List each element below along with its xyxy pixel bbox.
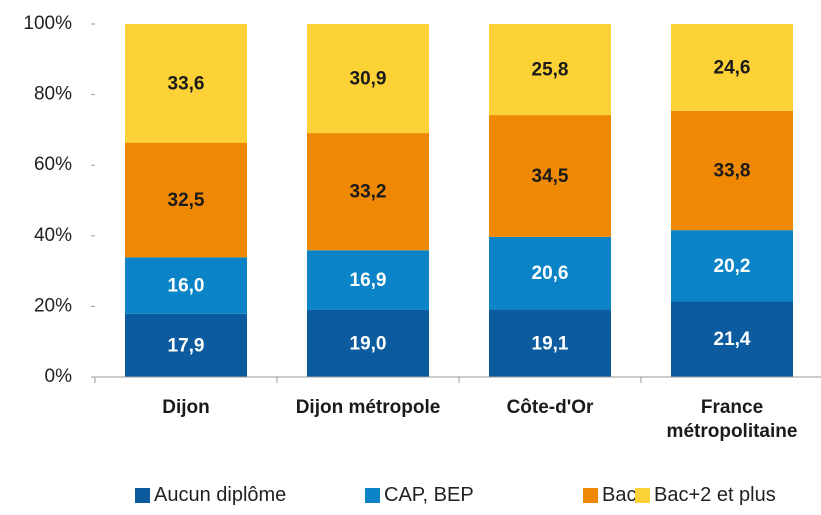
legend-item: Bac (583, 484, 636, 507)
value-label: 32,5 (168, 190, 205, 211)
legend-swatch (135, 488, 150, 503)
legend-swatch (365, 488, 380, 503)
bar-segment (125, 24, 247, 143)
value-label: 20,6 (532, 263, 569, 284)
legend-item: CAP, BEP (365, 484, 474, 507)
x-tick-label: France métropolitaine (666, 397, 798, 442)
value-label: 30,9 (350, 69, 387, 90)
value-label: 24,6 (714, 57, 751, 78)
value-label: 21,4 (714, 329, 751, 350)
legend-swatch (583, 488, 598, 503)
value-label: 19,1 (532, 333, 569, 354)
value-label: 19,0 (350, 333, 387, 354)
bar-segment (671, 110, 793, 231)
bar-segment (671, 230, 793, 302)
x-tick-label: Dijon (162, 397, 210, 418)
bar-segment (671, 24, 793, 111)
bar-segment (489, 309, 611, 377)
bar-segment (307, 24, 429, 134)
bar-segment (489, 236, 611, 310)
legend-label: Aucun diplôme (154, 484, 287, 506)
y-tick-label: 60% (34, 154, 72, 175)
y-tick-label: 20% (34, 295, 72, 316)
value-label: 16,0 (168, 276, 205, 297)
legend-item: Bac+2 et plus (635, 484, 776, 507)
value-label: 33,8 (714, 161, 751, 182)
value-label: 33,6 (168, 73, 205, 94)
y-tick-label: 100% (23, 13, 72, 34)
y-tick-label: 40% (34, 225, 72, 246)
value-label: 20,2 (714, 256, 751, 277)
x-tick-label: Côte-d'Or (506, 397, 594, 418)
bar-segment (307, 250, 429, 310)
bar-segment (307, 133, 429, 251)
bar-segment (489, 115, 611, 237)
bar-segment (307, 309, 429, 377)
value-label: 17,9 (168, 335, 205, 356)
bar-segment (125, 313, 247, 377)
value-label: 16,9 (350, 270, 387, 291)
value-label: 25,8 (532, 60, 569, 81)
y-tick-label: 0% (45, 366, 73, 387)
bar-segment (125, 257, 247, 314)
y-tick-label: 80% (34, 84, 72, 105)
bar-segment (489, 24, 611, 116)
bar-segment (671, 301, 793, 377)
value-label: 33,2 (350, 182, 387, 203)
legend-label: CAP, BEP (384, 484, 474, 506)
legend-swatch (635, 488, 650, 503)
x-tick-label: Dijon métropole (295, 397, 441, 418)
bar-segment (125, 142, 247, 258)
legend-label: Bac (602, 484, 637, 506)
legend-item: Aucun diplôme (135, 484, 286, 507)
legend-label: Bac+2 et plus (654, 484, 776, 506)
value-label: 34,5 (532, 166, 569, 187)
